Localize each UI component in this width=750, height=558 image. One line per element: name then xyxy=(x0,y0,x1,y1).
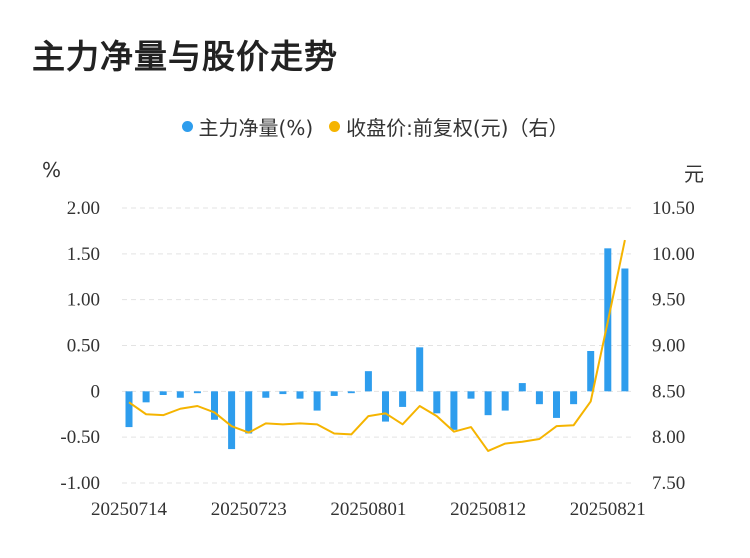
legend-dot-yellow-icon xyxy=(329,121,341,132)
net-volume-bar xyxy=(125,391,133,428)
net-volume-bar xyxy=(382,391,389,422)
right-axis-tick-label: 9.00 xyxy=(652,336,685,357)
net-volume-bar xyxy=(176,391,184,398)
net-volume-bar xyxy=(364,371,372,392)
x-axis-tick-label: 20250821 xyxy=(570,499,646,520)
net-volume-bar xyxy=(159,391,167,395)
page-title: 主力净量与股价走势 xyxy=(32,37,338,76)
legend-item-close-price[interactable]: 收盘价:前复权(元)（右） xyxy=(329,112,568,141)
right-axis-tick-label: 9.50 xyxy=(652,290,685,311)
x-axis-tick-label: 20250801 xyxy=(330,499,406,520)
legend-label-close-price: 收盘价:前复权(元)（右） xyxy=(346,116,569,140)
net-volume-bar xyxy=(484,391,492,416)
right-axis-tick-label: 8.00 xyxy=(652,427,685,448)
net-volume-bar xyxy=(330,391,338,396)
net-volume-bar xyxy=(142,391,150,403)
net-volume-bar xyxy=(279,391,287,395)
right-axis-tick-label: 8.50 xyxy=(652,381,685,402)
left-axis-tick-label: 0 xyxy=(91,381,101,402)
net-volume-bar xyxy=(347,391,355,394)
left-axis-tick-label: 0.50 xyxy=(67,336,100,357)
chart-legend: 主力净量(%) 收盘价:前复权(元)（右） xyxy=(0,112,750,141)
net-volume-bar xyxy=(245,391,253,434)
net-volume-bar xyxy=(433,391,441,414)
legend-dot-blue-icon xyxy=(181,121,193,132)
net-volume-bar xyxy=(313,391,321,411)
net-volume-bar xyxy=(467,391,475,399)
legend-item-net-volume[interactable]: 主力净量(%) xyxy=(181,112,314,141)
net-volume-bar xyxy=(193,391,201,394)
left-axis-tick-label: 1.00 xyxy=(67,290,100,311)
net-volume-bar xyxy=(296,391,304,399)
net-volume-bar xyxy=(518,383,526,392)
x-axis-tick-label: 20250723 xyxy=(211,499,287,520)
left-axis-tick-label: -0.50 xyxy=(60,427,100,448)
left-axis-tick-label: 2.00 xyxy=(67,198,100,219)
net-volume-bar xyxy=(621,268,629,392)
right-axis-tick-label: 10.00 xyxy=(652,244,695,265)
right-axis-tick-label: 7.50 xyxy=(652,473,685,494)
net-volume-bar xyxy=(501,391,509,411)
net-volume-bar xyxy=(570,391,578,405)
net-volume-bar xyxy=(228,391,236,450)
net-volume-bar xyxy=(262,391,270,398)
net-volume-bar xyxy=(587,351,595,392)
close-price-line xyxy=(128,239,626,452)
right-axis-unit: 元 xyxy=(684,162,704,186)
net-volume-bar xyxy=(535,391,543,405)
net-volume-bar xyxy=(553,391,560,418)
net-volume-bar xyxy=(450,391,458,430)
net-volume-bar xyxy=(399,391,407,407)
x-axis-tick-label: 20250714 xyxy=(91,499,168,520)
left-axis-tick-label: -1.00 xyxy=(60,473,100,494)
left-axis-unit: % xyxy=(42,158,62,182)
x-axis-tick-label: 20250812 xyxy=(450,499,526,520)
net-volume-bar xyxy=(211,391,218,420)
net-volume-bar xyxy=(416,347,424,392)
legend-label-net-volume: 主力净量(%) xyxy=(198,116,314,140)
left-axis-tick-label: 1.50 xyxy=(67,244,100,265)
right-axis-tick-label: 10.50 xyxy=(652,198,695,219)
